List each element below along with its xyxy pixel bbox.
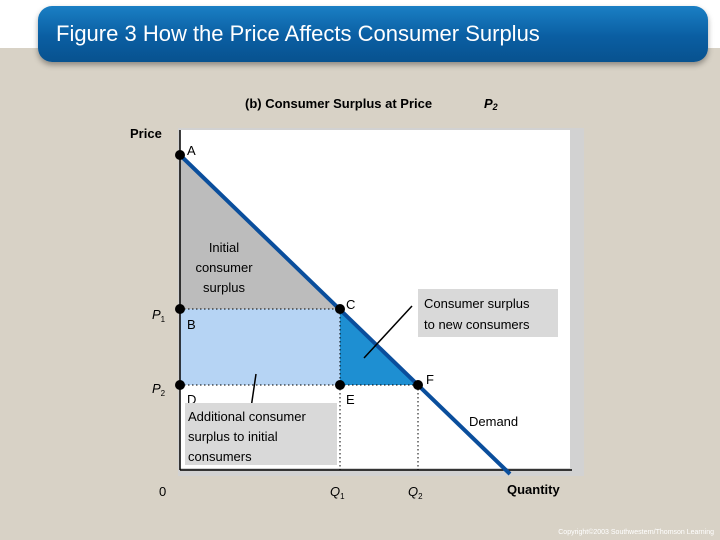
subtitle-price-symbol: P2 [484, 96, 498, 112]
point-c-label: C [346, 297, 355, 312]
point-b-marker [175, 304, 185, 314]
point-c-marker [335, 304, 345, 314]
demand-curve [178, 153, 512, 476]
new-consumers-callout-line-1: Consumer surplus [424, 296, 530, 311]
point-e-marker [335, 380, 345, 390]
additional-surplus-callout-line-1: Additional consumer [188, 409, 306, 424]
p2-label: P2 [152, 381, 166, 398]
additional-surplus-callout-line-2: surplus to initial [188, 429, 278, 444]
diagram-subtitle: (b) Consumer Surplus at Price [245, 96, 432, 111]
point-d-marker [175, 380, 185, 390]
additional-surplus-pointer [250, 373, 257, 409]
y-axis-label: Price [130, 126, 162, 141]
title-bar: Figure 3 How the Price Affects Consumer … [38, 6, 708, 62]
q1-label: Q1 [330, 484, 345, 501]
additional-surplus-callout-line-3: consumers [188, 449, 252, 464]
q2-label: Q2 [408, 484, 423, 501]
origin-label: 0 [159, 484, 166, 499]
point-d-label: D [187, 392, 196, 407]
new-consumers-callout-line-2: to new consumers [424, 317, 530, 332]
additional-surplus-region [180, 309, 340, 385]
new-consumers-pointer [363, 305, 413, 359]
point-a-marker [175, 150, 185, 160]
p1-label: P1 [152, 307, 166, 324]
x-axis-label: Quantity [507, 482, 560, 497]
additional-surplus-callout-box [185, 403, 337, 465]
initial-surplus-line-3: surplus [203, 280, 245, 295]
point-a-label: A [187, 143, 196, 158]
new-consumers-callout-box [418, 289, 558, 337]
point-e-label: E [346, 392, 355, 407]
demand-label: Demand [469, 414, 518, 429]
copyright-notice: Copyright©2003 Southwestern/Thomson Lear… [558, 529, 714, 536]
point-f-marker [413, 380, 423, 390]
initial-surplus-line-1: Initial [209, 240, 239, 255]
point-f-label: F [426, 372, 434, 387]
initial-surplus-line-2: consumer [195, 260, 253, 275]
slide-title: Figure 3 How the Price Affects Consumer … [56, 21, 540, 46]
point-b-label: B [187, 317, 196, 332]
